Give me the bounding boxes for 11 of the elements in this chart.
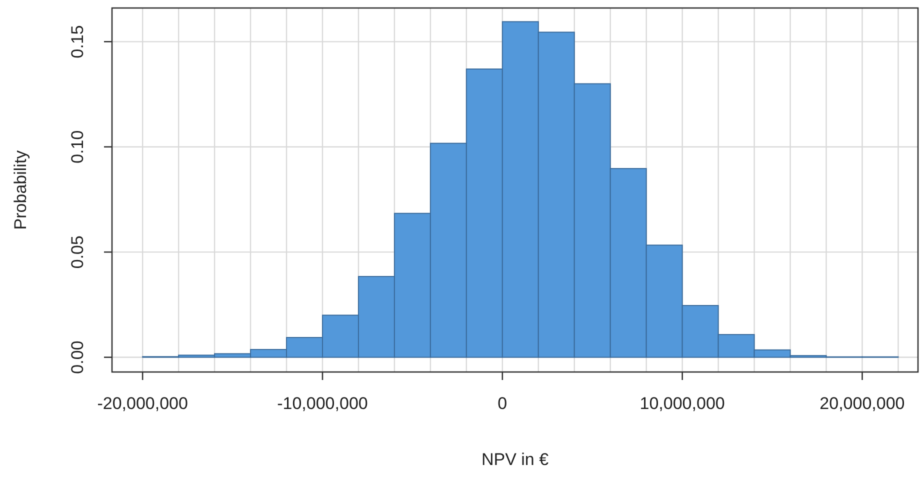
x-tick-label: -10,000,000	[277, 394, 368, 413]
y-tick-label: 0.00	[68, 340, 87, 374]
y-tick-label: 0.15	[68, 25, 87, 58]
x-tick-label: -20,000,000	[97, 394, 188, 413]
y-tick-label: 0.05	[68, 236, 87, 269]
x-tick-label: 20,000,000	[820, 394, 905, 413]
y-axis-title: Probability	[11, 150, 30, 230]
x-axis-title: NPV in €	[481, 450, 550, 469]
x-tick-label: 0	[498, 394, 508, 413]
x-tick-label: 10,000,000	[640, 394, 725, 413]
y-tick-label: 0.10	[68, 130, 87, 164]
